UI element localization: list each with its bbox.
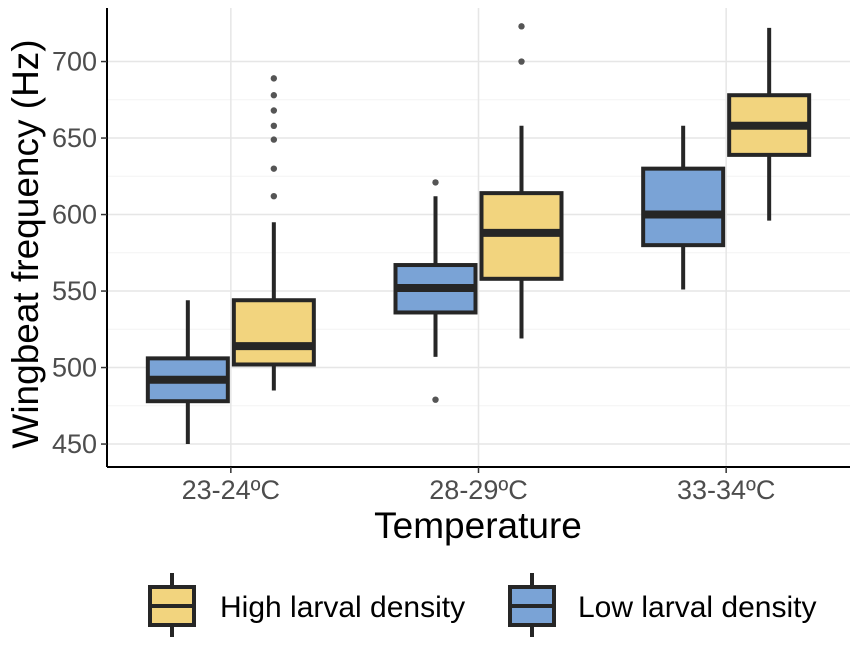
y-tick-label: 700: [52, 47, 97, 77]
x-tick-label: 28-29ºC: [429, 475, 527, 505]
outlier-point: [270, 107, 278, 114]
y-tick-label: 600: [52, 200, 97, 230]
outlier-point: [518, 58, 525, 65]
legend-item-low: Low larval density: [508, 573, 816, 637]
legend-label: High larval density: [220, 591, 465, 624]
box-high-2: [727, 27, 812, 221]
box-low-0: [145, 300, 230, 445]
x-axis-title: Temperature: [374, 505, 582, 546]
y-tick-label: 550: [52, 276, 97, 306]
x-ticks: 23-24ºC 28-29ºC 33-34ºC: [182, 467, 775, 505]
gridlines: [107, 8, 850, 467]
outlier-point: [270, 192, 278, 200]
outlier-point: [432, 179, 439, 186]
y-ticks: 450 500 550 600 650 700: [52, 47, 107, 459]
legend: High larval density Low larval density: [148, 573, 816, 637]
x-tick-label: 23-24ºC: [182, 475, 280, 505]
outlier-point: [270, 165, 278, 172]
outlier-point: [270, 75, 278, 82]
box-high-0: [231, 75, 316, 391]
outlier-point: [432, 396, 439, 403]
box-body: [231, 298, 316, 367]
outlier-point: [270, 122, 278, 130]
box-low-1: [393, 179, 478, 403]
y-tick-label: 450: [52, 429, 97, 459]
x-tick-label: 33-34ºC: [677, 475, 775, 505]
y-tick-label: 650: [52, 123, 97, 153]
boxes: [145, 23, 812, 445]
legend-label: Low larval density: [578, 591, 816, 624]
y-axis-title: Wingbeat frequency (Hz): [5, 39, 46, 448]
outlier-point: [518, 23, 525, 30]
box-low-2: [641, 125, 726, 290]
outlier-point: [270, 136, 278, 143]
box-body: [641, 166, 726, 248]
outlier-point: [270, 92, 278, 99]
box-high-1: [479, 23, 564, 339]
legend-item-high: High larval density: [148, 573, 465, 637]
y-tick-label: 500: [52, 353, 97, 383]
